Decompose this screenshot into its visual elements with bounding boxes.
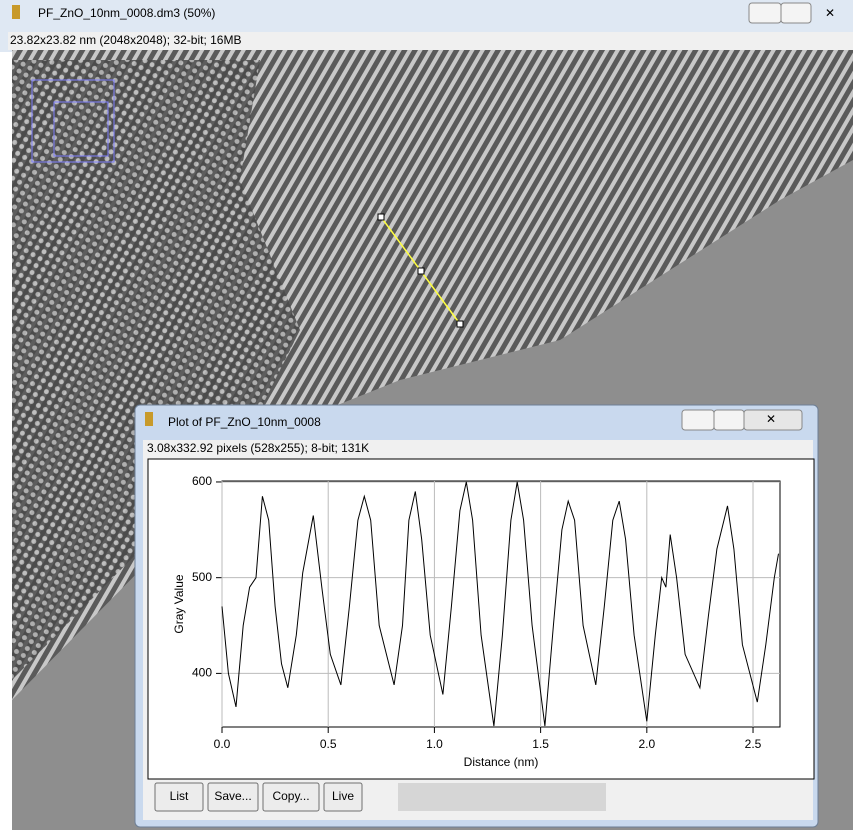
close-icon: ✕ [766, 412, 776, 426]
x-axis-label: Distance (nm) [464, 755, 539, 769]
maximize-button[interactable] [780, 2, 812, 24]
x-tick-label: 1.0 [426, 737, 443, 751]
button[interactable] [207, 782, 259, 812]
button[interactable] [323, 782, 363, 812]
close-button[interactable]: ✕ [825, 6, 835, 20]
x-tick-label: 0.0 [214, 737, 231, 751]
app-icon [145, 412, 153, 426]
plot-canvas [147, 458, 815, 780]
y-tick-label: 500 [192, 570, 212, 584]
status-field [398, 783, 606, 811]
button-label: Save... [214, 789, 251, 803]
profile-line [221, 481, 779, 727]
close-button[interactable] [743, 409, 803, 431]
handle[interactable] [456, 320, 464, 328]
handle[interactable] [377, 213, 385, 221]
button[interactable] [154, 782, 204, 812]
button-label: Copy... [272, 789, 309, 803]
main-info-bar [8, 32, 853, 50]
x-tick-label: 0.5 [320, 737, 337, 751]
navigator-inner [53, 101, 109, 157]
minimize-button[interactable] [681, 409, 715, 431]
main-info: 23.82x23.82 nm (2048x2048); 32-bit; 16MB [10, 33, 241, 47]
y-tick-label: 600 [192, 474, 212, 488]
app-icon [12, 5, 20, 19]
minimize-button[interactable] [748, 2, 782, 24]
x-tick-label: 1.5 [532, 737, 549, 751]
button[interactable] [262, 782, 320, 812]
y-axis-label: Gray Value [172, 574, 186, 633]
button-label: List [170, 789, 189, 803]
y-tick-label: 400 [192, 666, 212, 680]
x-tick-label: 2.5 [745, 737, 762, 751]
plot-window-title: Plot of PF_ZnO_10nm_0008 [168, 415, 321, 429]
maximize-button[interactable] [713, 409, 745, 431]
lattice-region-2 [12, 60, 300, 680]
plot-info: 3.08x332.92 pixels (528x255); 8-bit; 131… [147, 441, 369, 455]
navigator-outer [31, 79, 115, 163]
x-tick-label: 2.0 [638, 737, 655, 751]
button-label: Live [332, 789, 354, 803]
handle[interactable] [417, 267, 425, 275]
main-title: PF_ZnO_10nm_0008.dm3 (50%) [38, 6, 215, 20]
